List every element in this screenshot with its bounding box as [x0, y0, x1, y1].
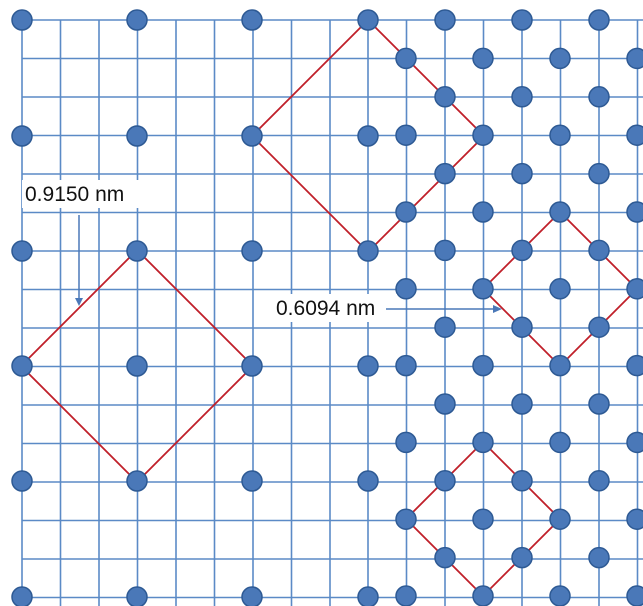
lattice-atom — [395, 278, 417, 300]
lattice-atom — [626, 124, 643, 146]
lattice-atom — [395, 47, 417, 70]
lattice-atom — [511, 239, 533, 262]
lattice-atom — [241, 240, 263, 262]
lattice-atom — [395, 201, 417, 223]
lattice-atom — [549, 201, 571, 223]
lattice-atom — [588, 239, 610, 262]
lattice-atom — [588, 470, 610, 492]
lattice-atom — [511, 162, 533, 185]
annotation-small-spacing: 0.6094 nm — [273, 294, 502, 322]
lattice-atom — [549, 278, 571, 300]
lattice-atom — [511, 9, 533, 31]
lattice-atom — [126, 355, 148, 377]
lattice-atom — [549, 585, 571, 606]
label-small-spacing: 0.6094 nm — [276, 297, 375, 320]
lattice-atom — [549, 431, 571, 454]
lattice-atom — [357, 125, 379, 147]
lattice-atom — [626, 278, 643, 300]
lattice-atom — [11, 470, 33, 492]
lattice-atom — [626, 354, 643, 377]
lattice-atom — [588, 9, 610, 31]
lattice-atom — [434, 316, 456, 338]
lattice-atom — [11, 240, 33, 262]
lattice-atom — [434, 9, 456, 31]
lattice-atom — [472, 124, 494, 146]
lattice-atom — [472, 201, 494, 223]
arrow-head — [75, 298, 83, 306]
lattice-atom — [395, 124, 417, 146]
label-large-spacing: 0.9150 nm — [25, 183, 124, 206]
lattice-atom — [626, 508, 643, 530]
lattice-atom — [395, 585, 417, 606]
lattice-atom — [511, 546, 533, 569]
lattice-atom — [241, 125, 263, 147]
annotation-large-spacing: 0.9150 nm — [22, 180, 150, 306]
lattice-atom — [511, 316, 533, 338]
lattice-atom — [357, 470, 379, 492]
lattice-atom — [472, 431, 494, 454]
lattice-atom — [472, 508, 494, 530]
lattice-atom — [588, 162, 610, 185]
lattice-atom — [626, 201, 643, 223]
square-grid — [21, 19, 643, 606]
lattice-atom — [549, 124, 571, 146]
lattice-atom — [588, 546, 610, 569]
lattice-atom — [549, 47, 571, 70]
lattice-atom — [549, 508, 571, 530]
lattice-atom — [395, 508, 417, 530]
lattice-atom — [434, 239, 456, 262]
lattice-atom — [434, 162, 456, 185]
lattice-atom — [434, 393, 456, 415]
label-background — [22, 180, 150, 208]
lattice-atom — [434, 546, 456, 569]
lattice-atom — [357, 355, 379, 377]
lattice-atom — [511, 470, 533, 492]
lattice-atom — [241, 470, 263, 492]
lattice-atom — [626, 585, 643, 606]
lattice-atom — [126, 125, 148, 147]
lattice-atom — [357, 586, 379, 606]
lattice-atom — [472, 354, 494, 377]
lattice-atom — [11, 125, 33, 147]
lattice-atom — [11, 9, 33, 31]
lattice-atom — [472, 585, 494, 606]
lattice-atom — [357, 240, 379, 262]
lattice-atom — [549, 354, 571, 377]
lattice-atom — [126, 240, 148, 262]
lattice-atom — [126, 586, 148, 606]
lattice-atom — [241, 9, 263, 31]
lattice-atom — [588, 393, 610, 415]
lattice-atom — [357, 9, 379, 31]
lattice-atom — [11, 586, 33, 606]
lattice-atom — [626, 431, 643, 454]
lattice-atom — [395, 354, 417, 377]
lattice-atom — [126, 470, 148, 492]
lattice-atom — [11, 355, 33, 377]
lattice-atom — [588, 316, 610, 338]
lattice-atom — [241, 586, 263, 606]
lattice-atom — [626, 47, 643, 70]
lattice-atom — [126, 9, 148, 31]
lattice-atom — [434, 470, 456, 492]
arrow-head — [493, 305, 502, 313]
lattice-atom — [511, 86, 533, 108]
lattice-atom — [395, 431, 417, 454]
lattice-atom — [511, 393, 533, 415]
lattice-atom — [588, 86, 610, 108]
lattice-atom — [472, 47, 494, 70]
lattice-atoms — [11, 9, 643, 606]
lattice-atom — [241, 355, 263, 377]
lattice-atom — [472, 278, 494, 300]
lattice-atom — [434, 86, 456, 108]
label-background — [273, 294, 397, 322]
